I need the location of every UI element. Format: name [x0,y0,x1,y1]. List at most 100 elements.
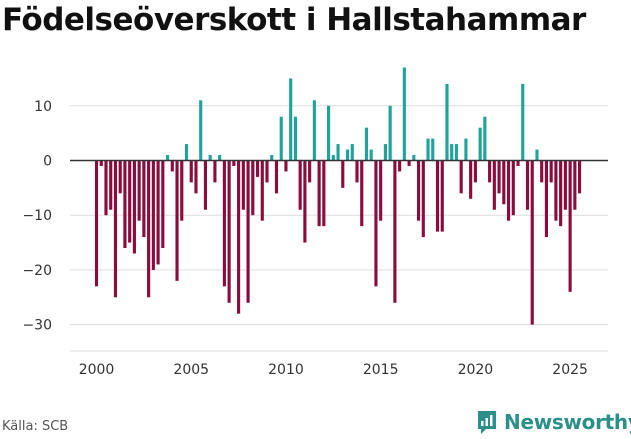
bar [227,160,231,303]
bar [303,160,307,243]
bar [289,78,293,161]
bar [388,105,392,161]
bar [170,160,174,172]
bar [180,160,184,221]
bar [360,160,364,227]
bar [530,160,534,325]
bar [355,160,359,183]
bar [407,160,411,166]
bar [364,127,369,161]
bar [184,144,189,161]
bar [218,155,222,161]
bar [554,160,558,221]
bar [118,160,122,194]
bars [94,67,582,325]
bar [412,155,416,161]
bar [312,100,316,161]
bar [459,160,463,194]
bar [284,160,288,172]
bar [255,160,260,177]
x-tick-label: 2020 [458,362,494,378]
newsworthy-logo[interactable]: Newsworthy [476,409,631,435]
bar [265,160,269,183]
bar [492,160,496,210]
bar [549,160,553,183]
bar [540,160,544,183]
bar [445,83,449,161]
bar [156,160,160,265]
bar [113,160,118,298]
bar [251,160,255,216]
bar [151,160,155,270]
bar [573,160,577,210]
bar [194,160,198,194]
bar [506,160,511,221]
x-tick-label: 2015 [363,362,399,378]
x-tick-label: 2010 [268,362,304,378]
bar [483,116,487,161]
y-tick-label: −20 [22,263,52,279]
bar [417,160,421,221]
bar [203,160,208,210]
bar [293,116,297,161]
bar [469,160,473,199]
bar [308,160,312,183]
y-tick-label: −30 [22,318,52,334]
bar [336,144,340,161]
bar [274,160,279,194]
newsworthy-logo-icon [478,411,496,434]
bar [502,160,506,205]
chart-title: Födelseöverskott i Hallstahammar [2,2,586,38]
bar [516,160,520,166]
bar [137,160,141,221]
y-tick-label: 10 [34,99,52,115]
bar [435,160,440,232]
bar [270,155,274,161]
bar [104,160,108,216]
bar [421,160,425,238]
bar [327,105,331,161]
bar [175,160,179,281]
bar [535,149,539,161]
bar [123,160,127,249]
bar [497,160,501,194]
bar [525,160,530,210]
bar [189,160,193,183]
bar [341,160,345,188]
bar [521,83,525,161]
bar [94,160,99,287]
bar [147,160,151,298]
bar [199,100,203,161]
bar [213,160,217,183]
bar [374,160,378,287]
y-axis-ticks: 10 0 −10 −20 −30 [22,99,52,334]
y-tick-label: 0 [43,153,52,169]
bar [317,160,321,227]
bar [279,116,283,161]
bar [241,160,245,210]
bar [128,160,132,243]
brand-name: Newsworthy [504,410,631,434]
bar [402,67,406,161]
bar [578,160,582,194]
bar [454,144,459,161]
bar [473,160,477,183]
bar [232,160,236,166]
bar [559,160,563,227]
x-tick-label: 2025 [552,362,588,378]
source-label: Källa: SCB [2,419,69,434]
bar [379,160,383,221]
x-tick-label: 2000 [79,362,115,378]
bar [450,144,454,161]
x-tick-label: 2005 [173,362,209,378]
bar [298,160,302,210]
y-tick-label: −10 [22,208,52,224]
bar [345,149,350,161]
bar [161,160,165,249]
gridlines [70,105,608,352]
bar [478,127,482,161]
bar [208,155,212,161]
bar [563,160,567,210]
bar [426,138,430,161]
bar [511,160,515,216]
